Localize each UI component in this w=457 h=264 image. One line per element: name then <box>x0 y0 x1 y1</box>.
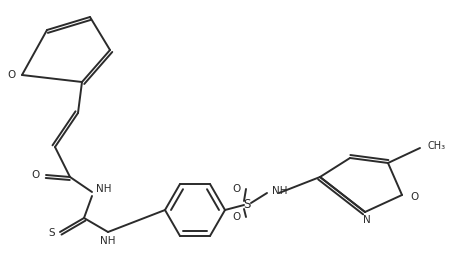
Text: O: O <box>8 70 16 80</box>
Text: NH: NH <box>272 186 287 196</box>
Text: CH₃: CH₃ <box>428 141 446 151</box>
Text: O: O <box>233 212 241 222</box>
Text: S: S <box>48 228 55 238</box>
Text: O: O <box>410 192 418 202</box>
Text: N: N <box>363 215 371 225</box>
Text: NH: NH <box>100 236 116 246</box>
Text: NH: NH <box>96 184 112 194</box>
Text: O: O <box>233 184 241 194</box>
Text: S: S <box>243 199 251 211</box>
Text: O: O <box>32 170 40 180</box>
